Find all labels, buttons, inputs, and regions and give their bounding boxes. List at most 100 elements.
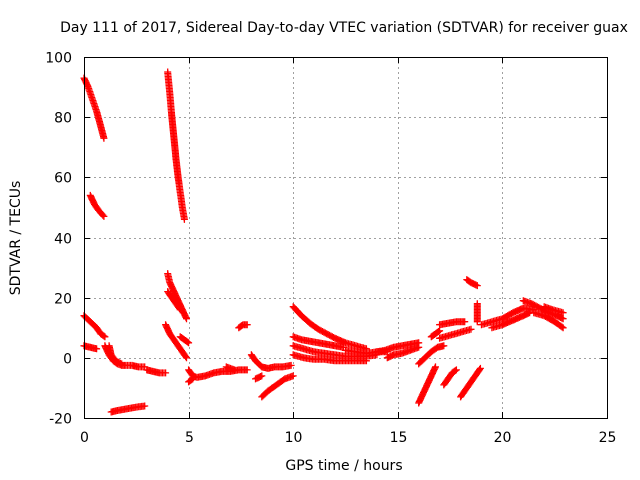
y-tick-label: -20 — [49, 412, 72, 428]
x-tick-label: 10 — [285, 430, 303, 446]
series-arc-38 — [488, 309, 534, 332]
data-point — [362, 357, 370, 365]
data-point — [451, 367, 459, 375]
series-arc-11 — [164, 288, 184, 314]
data-point — [467, 325, 475, 333]
data-point — [176, 306, 184, 314]
data-point — [100, 134, 108, 142]
data-point — [183, 354, 190, 362]
data-point — [118, 360, 126, 368]
data-point — [141, 402, 149, 410]
x-tick-label: 5 — [185, 430, 194, 446]
series-arc-17 — [235, 321, 251, 332]
x-tick-label: 0 — [80, 430, 89, 446]
series-arc-21 — [289, 303, 370, 353]
data-point — [473, 282, 481, 290]
series-arc-13 — [176, 333, 193, 347]
chart-title: Day 111 of 2017, Sidereal Day-to-day VTE… — [60, 20, 628, 36]
series-arc-26 — [373, 339, 423, 356]
series-arc-08 — [107, 402, 149, 416]
y-tick-label: 20 — [54, 292, 72, 308]
data-point — [440, 342, 448, 350]
data-point — [93, 345, 101, 353]
series-arc-18 — [247, 351, 295, 372]
data-point — [99, 211, 107, 219]
y-tick-label: 40 — [54, 232, 72, 248]
series-arc-02 — [86, 191, 108, 220]
series-arc-35 — [463, 276, 481, 290]
series-arc-05 — [80, 342, 101, 353]
y-tick-label: 60 — [54, 171, 72, 187]
data-point — [452, 366, 460, 374]
data-point — [162, 369, 170, 377]
series-arc-29 — [415, 342, 448, 368]
data-point — [100, 332, 108, 340]
x-tick-label: 20 — [494, 430, 512, 446]
data-point — [559, 315, 567, 323]
data-point — [415, 343, 423, 351]
y-tick-label: 80 — [54, 111, 72, 127]
data-point — [289, 372, 297, 380]
data-point — [461, 318, 469, 326]
x-tick-labels: 0 5 10 15 20 25 — [80, 430, 616, 446]
data-point — [243, 321, 251, 329]
data-point — [473, 318, 481, 326]
y-axis-label: SDTVAR / TECUs — [8, 181, 24, 296]
x-tick-label: 15 — [390, 430, 408, 446]
series-arc-40 — [530, 309, 567, 332]
series-arc-19 — [252, 372, 266, 383]
series-arc-15 — [185, 375, 197, 386]
data-point — [476, 364, 484, 372]
series-arc-28 — [415, 363, 439, 407]
plot-frame — [84, 57, 608, 419]
data-point — [559, 324, 567, 332]
series-arc-09 — [143, 366, 170, 377]
data-point — [258, 372, 266, 380]
series-arc-36 — [473, 300, 481, 326]
series-arc-31 — [436, 318, 469, 329]
y-tick-labels: -20 0 20 40 60 80 100 — [45, 51, 72, 428]
series-arc-20 — [258, 372, 297, 401]
series-arc-41 — [540, 303, 567, 317]
data-point — [558, 323, 566, 331]
data-point — [436, 327, 444, 335]
data-point — [175, 305, 183, 312]
series-arc-34 — [457, 364, 484, 401]
data-point — [100, 212, 108, 220]
series-arc-33 — [440, 366, 460, 389]
data-point — [435, 328, 443, 335]
series-arc-06 — [101, 342, 149, 371]
data-point — [287, 361, 295, 369]
series-arc-01 — [80, 74, 108, 142]
series-arc-30 — [427, 327, 444, 341]
data-point — [116, 359, 124, 367]
data-point — [182, 353, 190, 361]
x-tick-label: 25 — [599, 430, 617, 446]
series-arc-32 — [436, 325, 475, 342]
data-point — [183, 315, 190, 323]
data-points — [80, 68, 567, 416]
series-arc-12 — [162, 321, 190, 362]
data-point — [476, 366, 484, 373]
data-point — [180, 215, 188, 223]
series-arc-24 — [289, 351, 370, 365]
data-point — [101, 333, 109, 341]
series-arc-16 — [222, 363, 239, 374]
data-point — [185, 339, 193, 347]
series-arc-07 — [105, 342, 126, 368]
data-point — [432, 363, 439, 371]
y-tick-label: 0 — [63, 352, 72, 368]
data-point — [188, 376, 196, 384]
x-axis-label: GPS time / hours — [285, 458, 402, 474]
series-arc-22 — [289, 333, 347, 351]
data-point — [243, 366, 251, 374]
data-point — [231, 366, 239, 374]
series-arc-03 — [164, 68, 188, 223]
data-point — [189, 375, 197, 383]
y-tick-label: 100 — [45, 51, 72, 67]
data-point — [184, 338, 192, 346]
data-point — [559, 309, 567, 317]
series-arc-27 — [383, 343, 423, 362]
